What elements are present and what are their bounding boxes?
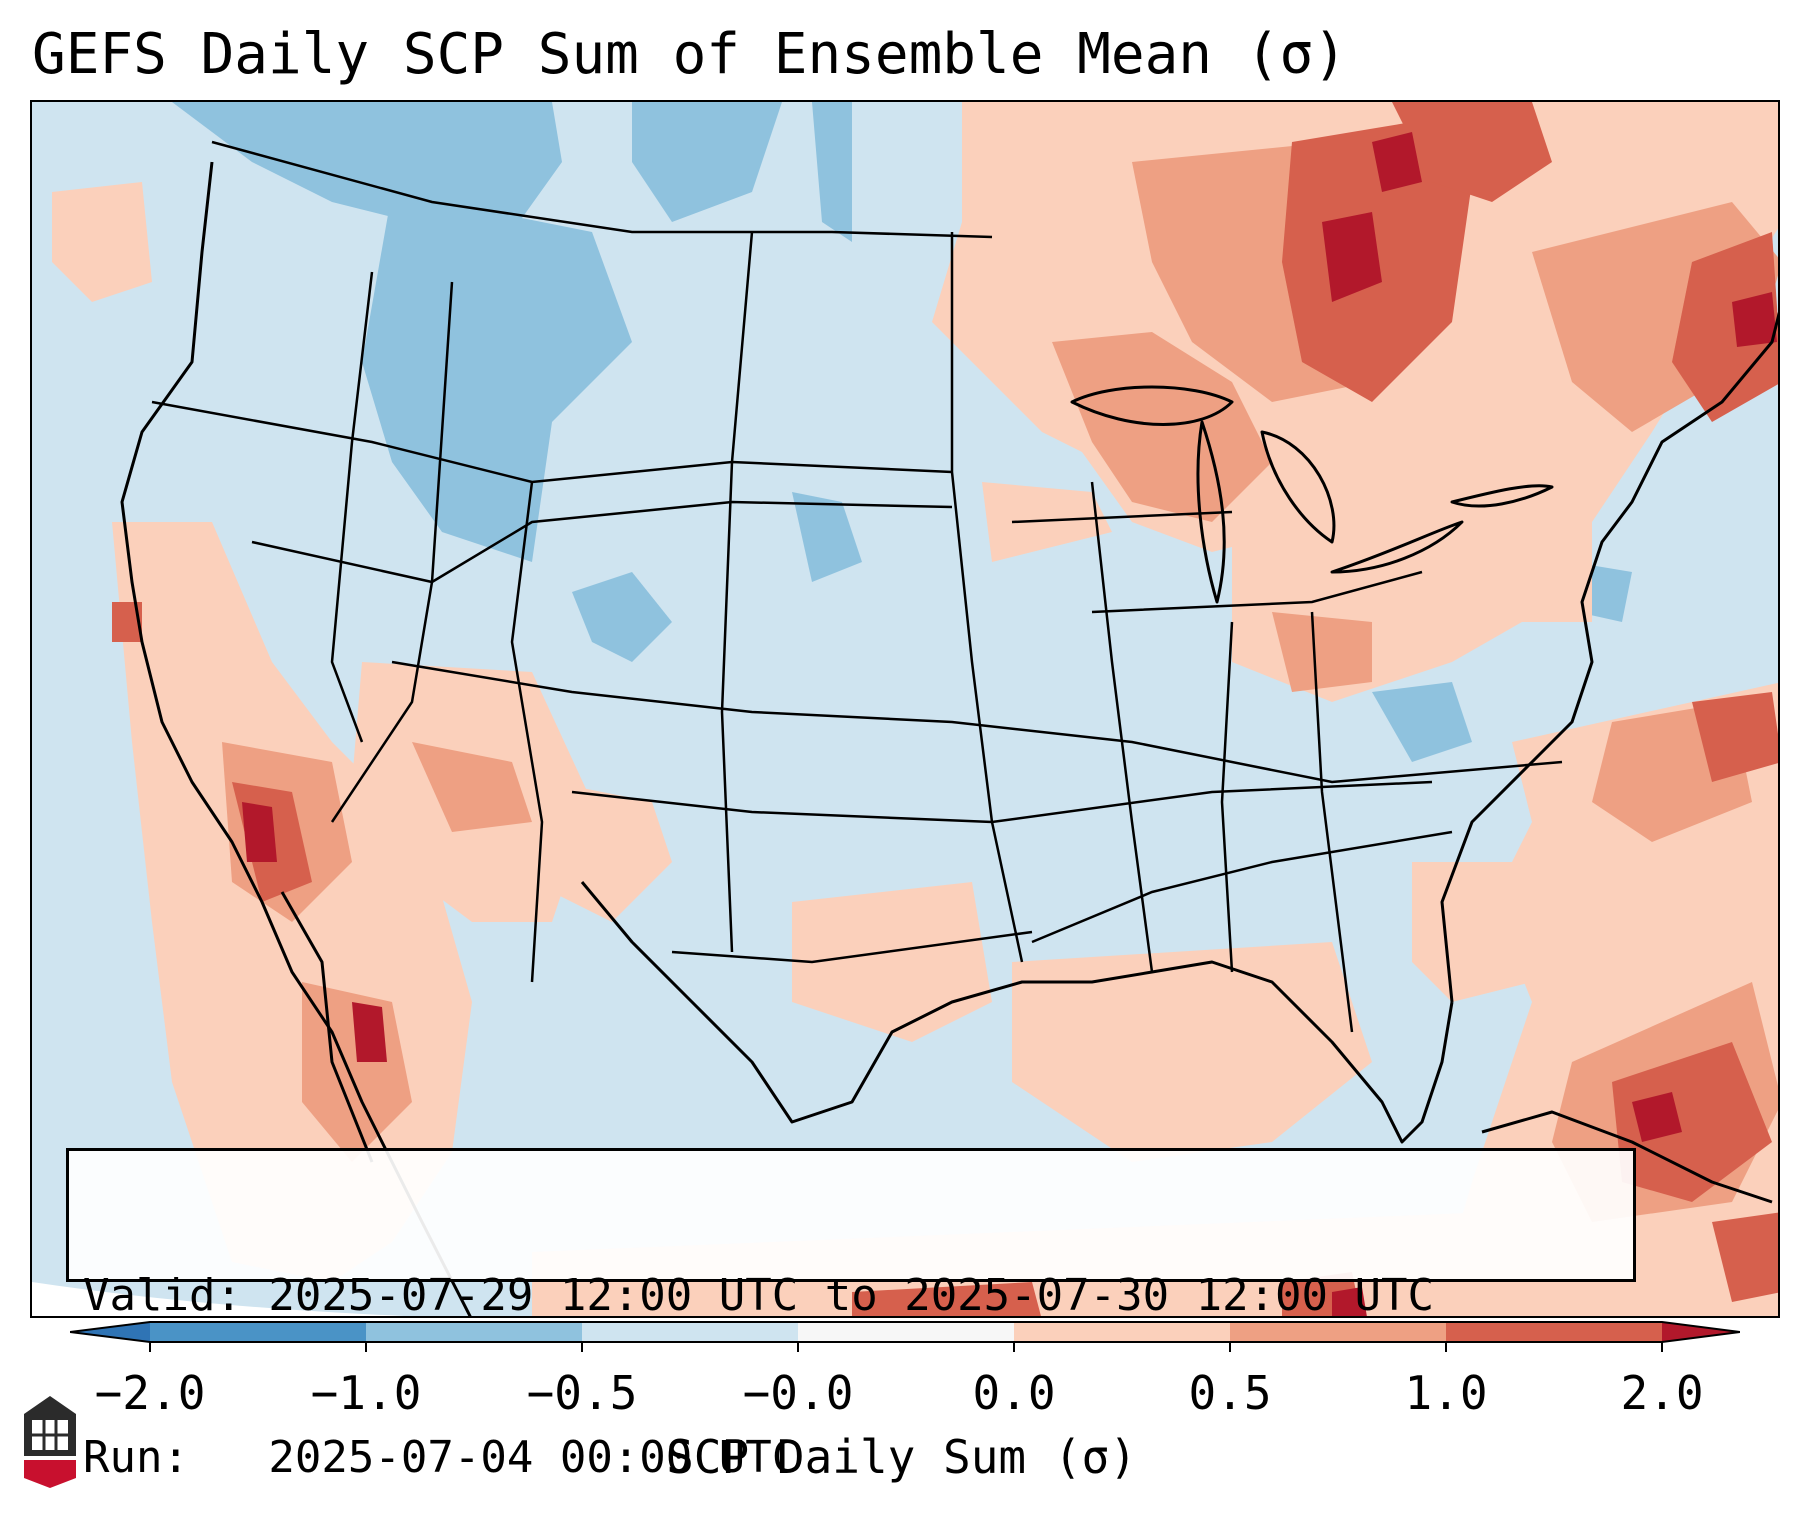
colorbar-tick-label: 0.0: [972, 1366, 1056, 1420]
colorbar-tick-label: 0.5: [1188, 1366, 1272, 1420]
map-panel[interactable]: [30, 100, 1780, 1318]
colorbar-tick-label: −1.0: [310, 1366, 422, 1420]
colorbar-label: SCP Daily Sum (σ): [666, 1430, 1137, 1484]
valid-time-text: Valid: 2025-07-29 12:00 UTC to 2025-07-3…: [83, 1270, 1435, 1321]
colorbar-bin-6: [1230, 1322, 1446, 1342]
colorbar-tick-label: −0.5: [526, 1366, 638, 1420]
colorbar-ticks: [149, 1342, 1663, 1352]
colorbar-bin-7: [1446, 1322, 1662, 1342]
field-negative-patches: [172, 102, 1632, 762]
colorbar: [70, 1321, 1740, 1352]
state-borders: [151, 140, 1563, 1033]
colorbar-bin-3: [582, 1322, 798, 1342]
colorbar-extend-min: [70, 1322, 150, 1342]
run-time-text: Run: 2025-07-04 00:00 UTC: [83, 1432, 799, 1483]
colorbar-tick-label: −0.0: [742, 1366, 854, 1420]
colorbar-tick-label: 2.0: [1620, 1366, 1704, 1420]
colorbar-bin-5: [1014, 1322, 1230, 1342]
colorbar-bin-4: [798, 1322, 1014, 1342]
niu-logo: [24, 1396, 76, 1488]
colorbar-bin-2: [366, 1322, 582, 1342]
map-canvas: [32, 102, 1778, 1316]
valid-run-info-box: Valid: 2025-07-29 12:00 UTC to 2025-07-3…: [66, 1148, 1636, 1483]
colorbar-bin-1: [150, 1322, 366, 1342]
colorbar-tick-label: −2.0: [94, 1366, 206, 1420]
colorbar-extend-max: [1662, 1322, 1740, 1342]
field-positive-max: [242, 132, 1777, 1316]
page-title: GEFS Daily SCP Sum of Ensemble Mean (σ): [32, 22, 1347, 87]
colorbar-tick-label: 1.0: [1404, 1366, 1488, 1420]
coastlines: [120, 161, 1778, 1316]
projection-edge: [32, 1282, 405, 1316]
